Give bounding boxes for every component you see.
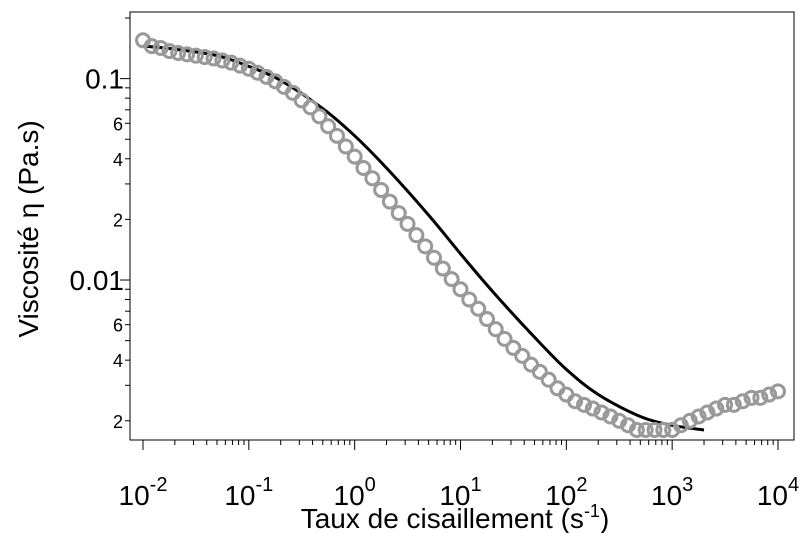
plot-area-frame [129,11,795,441]
data-point [152,39,169,56]
data-point [637,422,654,438]
data-point [576,396,593,413]
data-point [196,49,213,66]
y-axis: 0.1 0.01 6 4 2 6 4 2 [70,17,130,432]
data-point [381,193,398,210]
data-point [708,400,725,417]
y-minor-tick-label: 2 [113,210,123,230]
data-point [496,330,513,347]
data-point [143,38,160,55]
data-point [426,249,443,266]
data-point [214,52,231,69]
y-minor-tick-label: 2 [113,412,123,432]
data-point [249,64,266,81]
fit-line-layer [142,44,705,432]
data-point [231,57,248,74]
data-point [725,396,742,413]
data-point [223,54,240,71]
data-point [655,422,672,438]
y-minor-tick-label: 4 [113,351,123,371]
x-tick-label: 10-2 [119,474,168,511]
data-point [355,159,372,176]
x-tick-label: 100 [334,474,376,511]
data-point [161,43,178,60]
y-minor-tick-label: 6 [113,114,123,134]
data-point [434,260,451,277]
data-point [593,404,610,421]
data-point [240,60,257,77]
fit-curve [142,44,705,432]
data-point [311,108,328,125]
data-point [514,347,531,364]
data-point [470,300,487,317]
data-point [602,408,619,425]
x-axis: 10-2 10-1 100 101 102 103 104 [119,440,799,511]
data-point [761,386,778,403]
data-point [646,422,663,438]
y-minor-tick-label: 6 [113,316,123,336]
data-point [743,389,760,406]
y-major-tick-label: 0.1 [85,64,124,95]
data-point [205,50,222,67]
data-point [337,138,354,155]
data-point [531,363,548,380]
data-point [487,321,504,338]
x-tick-label: 102 [545,474,587,511]
data-point [179,46,196,63]
data-point [293,92,310,109]
data-point [346,148,363,165]
y-axis-title: Viscosité η (Pa.s) [13,120,44,337]
data-point [461,291,478,308]
data-point [302,99,319,116]
data-point [170,45,187,62]
x-tick-label: 104 [757,474,799,511]
y-major-tick-label: 0.01 [70,265,125,296]
data-point [699,404,716,421]
x-axis-title: Taux de cisaillement (s-1) [301,501,610,533]
y-minor-tick-label: 4 [113,150,123,170]
data-point [479,311,496,328]
data-point [770,383,786,400]
data-point [584,400,601,417]
data-point [408,227,425,244]
x-tick-label: 103 [651,474,693,511]
data-point [567,393,584,410]
data-point [187,47,204,64]
data-point [320,118,337,135]
data-point [258,68,275,85]
data-point [681,412,698,429]
data-point [734,393,751,410]
x-tick-label: 10-1 [224,474,273,511]
data-point [417,238,434,255]
data-point [452,281,469,298]
data-point [540,371,557,388]
data-point [717,396,734,413]
data-point [390,205,407,222]
data-point [373,181,390,198]
data-point [628,422,645,438]
x-tick-label: 101 [439,474,481,511]
data-point [399,215,416,232]
data-point [752,389,769,406]
data-point [690,408,707,425]
data-point [505,339,522,356]
data-point [443,271,460,288]
marker-layer [135,32,786,438]
data-point [329,127,346,144]
data-point [364,170,381,187]
